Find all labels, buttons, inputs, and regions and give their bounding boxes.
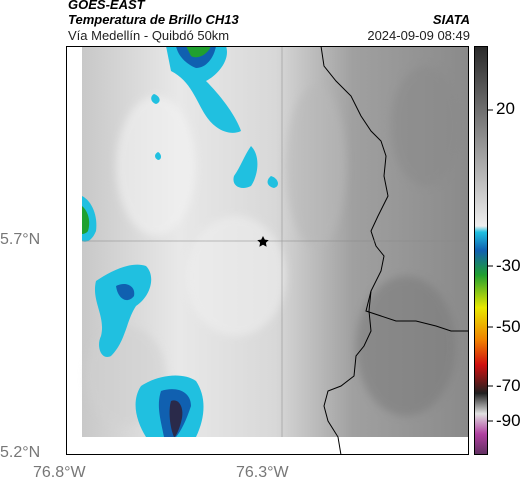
timestamp: 2024-09-09 08:49	[367, 28, 470, 43]
colorbar-tick-label: -30	[496, 256, 521, 275]
department-boundaries	[320, 46, 469, 455]
star-icon	[257, 236, 269, 247]
cloud-cluster-bottom	[94, 264, 204, 437]
map-frame	[66, 46, 469, 455]
lon-tick-label: 76.3°W	[236, 464, 289, 481]
map-gridlines	[82, 46, 469, 437]
satellite-map	[66, 46, 469, 455]
agency-label: SIATA	[432, 12, 470, 27]
colorbar-ticks	[488, 109, 493, 422]
colorbar-tick-label: -50	[496, 317, 521, 336]
lat-tick-label: 5.2°N	[0, 444, 41, 461]
colorbar-tick-label: -70	[496, 376, 521, 395]
lon-tick-label: 76.8°W	[33, 464, 86, 481]
product-title: Temperatura de Brillo CH13	[68, 12, 239, 27]
satellite-title: GOES-EAST	[68, 0, 145, 12]
cloud-cluster-top	[151, 46, 278, 188]
colorbar-tick-label: -90	[496, 411, 521, 430]
region-subtitle: Vía Medellín - Quibdó 50km	[68, 28, 230, 43]
colorbar-tick-label: 20	[496, 99, 515, 118]
colorbar	[474, 46, 488, 455]
lat-tick-label: 5.7°N	[0, 231, 41, 248]
cloud-cluster-left	[82, 196, 97, 242]
